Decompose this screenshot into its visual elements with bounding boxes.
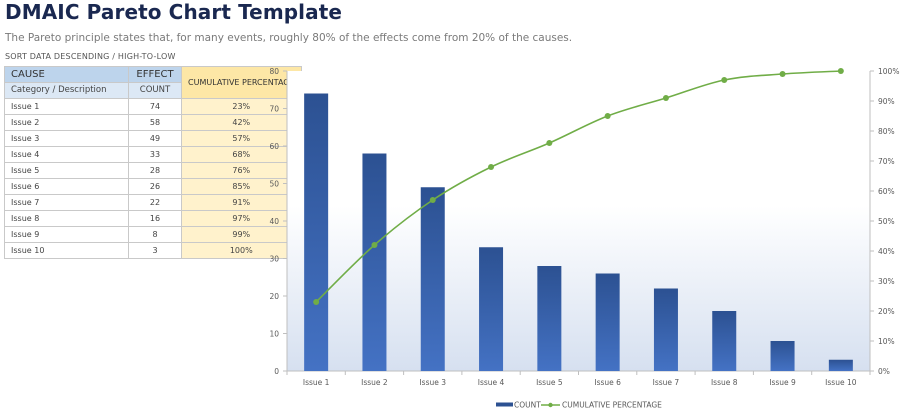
left-axis-label: 20	[269, 292, 279, 301]
pareto-data-table: CAUSE EFFECT CUMULATIVE PERCENTAGE Categ…	[4, 66, 302, 259]
x-axis-label: Issue 6	[594, 378, 621, 387]
cumulative-percentage-cell: 76%	[181, 162, 302, 179]
right-axis-label: 10%	[878, 337, 895, 346]
x-axis-label: Issue 8	[711, 378, 738, 387]
cumulative-percentage-point	[371, 242, 378, 248]
count-bar	[595, 273, 620, 371]
sort-instruction: SORT DATA DESCENDING / HIGH-TO-LOW	[5, 52, 176, 61]
page-subtitle: The Pareto principle states that, for ma…	[5, 32, 573, 44]
cumulative-percentage-point	[488, 164, 495, 170]
count-bar	[479, 247, 504, 371]
legend-count-swatch	[496, 402, 513, 407]
right-axis-label: 100%	[878, 67, 899, 76]
cumulative-percentage-line	[315, 70, 841, 303]
right-axis-label: 80%	[878, 127, 895, 136]
cumulative-percentage-point	[779, 71, 786, 77]
right-axis-label: 0%	[878, 367, 890, 376]
right-axis-label: 70%	[878, 157, 895, 166]
cumulative-percentage-point	[429, 197, 436, 203]
count-bar	[304, 93, 329, 371]
x-axis-label: Issue 7	[653, 378, 680, 387]
right-axis-label: 20%	[878, 307, 895, 316]
left-axis-label: 80	[269, 67, 279, 76]
header-cumulative-percentage: CUMULATIVE PERCENTAGE	[181, 66, 302, 99]
count-bar	[420, 187, 445, 371]
cumulative-percentage-cell: 57%	[181, 130, 302, 147]
cumulative-percentage-point	[721, 77, 728, 83]
x-axis-label: Issue 5	[536, 378, 563, 387]
right-axis-label: 50%	[878, 217, 895, 226]
left-axis-label: 50	[269, 180, 279, 189]
left-axis-label: 70	[269, 105, 279, 114]
cumulative-percentage-cell: 99%	[181, 226, 302, 243]
count-bar	[537, 266, 562, 371]
left-axis-label: 30	[269, 255, 279, 264]
header-cause: CAUSE	[4, 66, 129, 83]
cumulative-percentage-point	[313, 299, 320, 305]
left-axis-label: 0	[274, 367, 279, 376]
count-bar	[712, 311, 737, 371]
table-row: Issue 2 58 42%	[4, 114, 302, 131]
page-title: DMAIC Pareto Chart Template	[5, 0, 343, 24]
cumulative-percentage-point	[837, 68, 844, 74]
x-axis-label: Issue 10	[825, 378, 857, 387]
header-category-description: Category / Description	[4, 82, 129, 99]
count-cell[interactable]: 3	[128, 242, 182, 259]
legend-cumulative-label: CUMULATIVE PERCENTAGE	[562, 401, 662, 410]
right-axis-label: 90%	[878, 97, 895, 106]
legend-line-marker	[548, 402, 553, 408]
count-bar	[828, 359, 853, 371]
left-axis-label: 60	[269, 142, 279, 151]
table-row: Issue 10 3 100%	[4, 242, 302, 259]
right-axis-label: 60%	[878, 187, 895, 196]
x-axis-label: Issue 1	[303, 378, 330, 387]
x-axis-label: Issue 3	[419, 378, 446, 387]
right-axis-label: 40%	[878, 247, 895, 256]
legend-count-label: COUNT	[514, 401, 541, 410]
table-header-row-2: Category / Description COUNT	[4, 82, 302, 99]
cause-cell[interactable]: Issue 10	[4, 242, 129, 259]
table-body: Issue 1 74 23% Issue 2 58 42% Issue 3 49 57% Issu…	[4, 98, 302, 259]
count-bar	[653, 288, 678, 371]
x-axis-label: Issue 2	[361, 378, 388, 387]
count-bar	[362, 153, 387, 371]
count-bar	[770, 341, 795, 371]
table-row: Issue 7 22 91%	[4, 194, 302, 211]
left-axis-label: 10	[269, 330, 279, 339]
left-axis-label: 40	[269, 217, 279, 226]
cumulative-percentage-point	[662, 95, 669, 101]
x-axis-label: Issue 4	[478, 378, 505, 387]
cumulative-percentage-cell: 23%	[181, 98, 302, 115]
cumulative-percentage-point	[546, 140, 553, 146]
cumulative-percentage-point	[604, 113, 611, 119]
x-axis-label: Issue 9	[769, 378, 796, 387]
cumulative-percentage-cell: 100%	[181, 242, 302, 259]
right-axis-label: 30%	[878, 277, 895, 286]
